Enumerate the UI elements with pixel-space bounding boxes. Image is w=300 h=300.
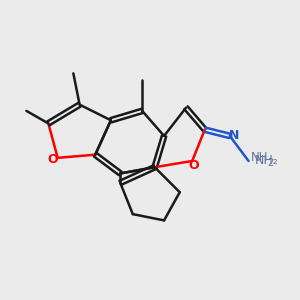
Text: 2: 2 xyxy=(267,158,274,167)
Text: O: O xyxy=(188,159,199,172)
Text: O: O xyxy=(48,153,58,166)
Text: NH₂: NH₂ xyxy=(255,154,279,167)
Text: NH: NH xyxy=(251,151,268,164)
Text: N: N xyxy=(229,129,240,142)
